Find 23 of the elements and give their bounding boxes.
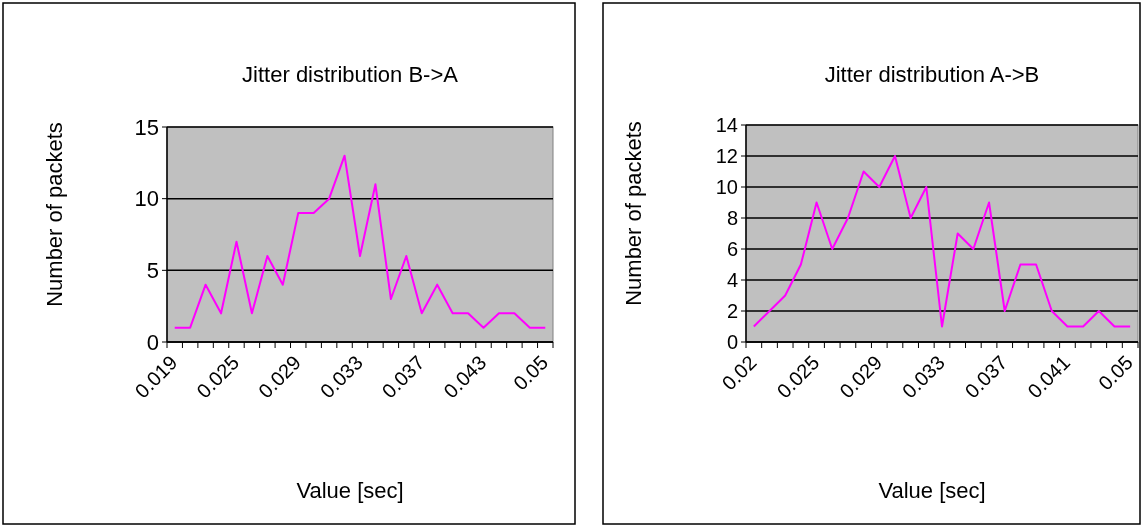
chart-title: Jitter distribution B->A [242, 62, 459, 87]
y-tick-label: 4 [726, 269, 738, 291]
x-tick-label: 0.05 [1093, 351, 1137, 395]
y-tick-label: 6 [726, 238, 738, 260]
y-tick-label: 12 [715, 145, 738, 167]
y-tick-label: 15 [134, 114, 159, 140]
x-tick-label: 0.02 [717, 351, 761, 395]
y-tick-label: 10 [715, 176, 738, 198]
chart-title: Jitter distribution A->B [824, 62, 1040, 87]
y-tick-label: 14 [715, 114, 738, 136]
y-tick-label: 5 [146, 258, 159, 284]
y-axis-title: Number of packets [42, 122, 67, 307]
y-tick-label: 2 [726, 300, 738, 322]
x-axis-title: Value [sec] [296, 478, 404, 503]
line-series [752, 155, 1132, 328]
x-tick-label: 0.05 [509, 351, 553, 395]
y-axis-title: Number of packets [621, 121, 646, 306]
x-axis-title: Value [sec] [878, 478, 986, 503]
line-series [173, 154, 547, 329]
y-tick-label: 0 [726, 331, 738, 353]
y-tick-label: 10 [134, 186, 159, 212]
y-tick-label: 0 [146, 329, 159, 355]
y-tick-label: 8 [726, 207, 738, 229]
